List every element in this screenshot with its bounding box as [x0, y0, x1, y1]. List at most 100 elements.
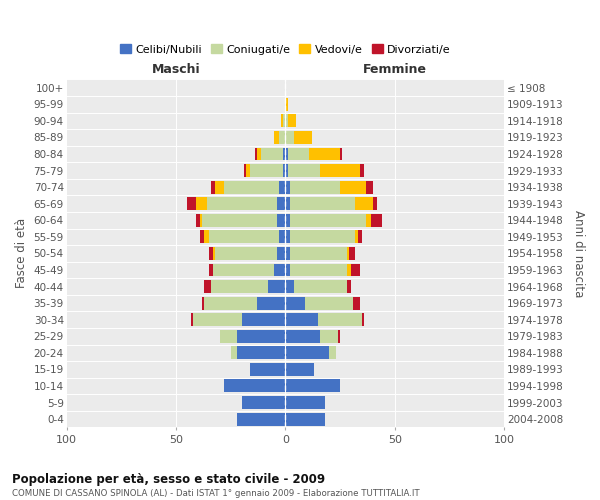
Bar [367, 180, 373, 194]
Bar [244, 164, 246, 177]
Bar [211, 180, 215, 194]
Bar [340, 180, 367, 194]
Bar [268, 280, 286, 293]
Bar [205, 296, 257, 310]
Bar [286, 296, 305, 310]
Bar [213, 264, 274, 276]
Bar [205, 230, 209, 243]
Bar [371, 214, 382, 227]
Bar [274, 131, 279, 144]
Bar [310, 148, 340, 160]
Bar [367, 214, 371, 227]
Bar [242, 313, 286, 326]
Bar [290, 214, 367, 227]
Bar [347, 280, 351, 293]
Bar [318, 313, 362, 326]
Bar [279, 131, 286, 144]
Bar [191, 313, 193, 326]
Bar [286, 380, 340, 392]
Bar [373, 198, 377, 210]
Bar [202, 296, 205, 310]
Bar [287, 164, 320, 177]
Bar [286, 114, 287, 128]
Bar [320, 330, 338, 342]
Bar [277, 247, 286, 260]
Bar [290, 230, 355, 243]
Bar [279, 180, 286, 194]
Bar [360, 164, 364, 177]
Bar [283, 164, 286, 177]
Bar [353, 296, 360, 310]
Bar [286, 247, 290, 260]
Bar [338, 330, 340, 342]
Bar [215, 247, 277, 260]
Bar [279, 230, 286, 243]
Bar [200, 214, 202, 227]
Bar [286, 363, 314, 376]
Bar [355, 198, 373, 210]
Bar [287, 148, 310, 160]
Bar [277, 214, 286, 227]
Bar [193, 313, 242, 326]
Bar [349, 247, 355, 260]
Bar [277, 198, 286, 210]
Bar [202, 214, 277, 227]
Bar [347, 247, 349, 260]
Legend: Celibi/Nubili, Coniugati/e, Vedovi/e, Divorziati/e: Celibi/Nubili, Coniugati/e, Vedovi/e, Di… [115, 40, 455, 59]
Bar [257, 148, 261, 160]
Bar [211, 280, 268, 293]
Bar [286, 148, 287, 160]
Bar [250, 164, 283, 177]
Bar [329, 346, 335, 360]
Bar [224, 380, 286, 392]
Bar [286, 164, 287, 177]
Bar [255, 148, 257, 160]
Bar [213, 247, 215, 260]
Bar [286, 313, 318, 326]
Bar [286, 264, 290, 276]
Bar [274, 264, 286, 276]
Bar [215, 180, 224, 194]
Bar [286, 230, 290, 243]
Bar [286, 280, 294, 293]
Bar [196, 214, 200, 227]
Bar [290, 264, 347, 276]
Bar [286, 330, 320, 342]
Bar [286, 98, 287, 111]
Bar [286, 346, 329, 360]
Bar [224, 180, 279, 194]
Bar [358, 230, 362, 243]
Y-axis label: Anni di nascita: Anni di nascita [572, 210, 585, 297]
Bar [347, 264, 351, 276]
Text: Femmine: Femmine [363, 63, 427, 76]
Bar [196, 198, 206, 210]
Bar [286, 412, 325, 426]
Bar [237, 412, 286, 426]
Bar [242, 396, 286, 409]
Bar [286, 180, 290, 194]
Bar [286, 198, 290, 210]
Bar [287, 114, 296, 128]
Bar [305, 296, 353, 310]
Bar [209, 230, 279, 243]
Bar [250, 363, 286, 376]
Bar [283, 148, 286, 160]
Bar [320, 164, 360, 177]
Bar [286, 214, 290, 227]
Bar [230, 346, 237, 360]
Bar [294, 131, 311, 144]
Bar [355, 230, 358, 243]
Bar [290, 247, 347, 260]
Bar [237, 330, 286, 342]
Bar [283, 114, 286, 128]
Bar [205, 280, 211, 293]
Bar [187, 198, 196, 210]
Bar [209, 264, 213, 276]
Bar [261, 148, 283, 160]
Bar [290, 198, 355, 210]
Bar [246, 164, 250, 177]
Bar [286, 396, 325, 409]
Text: COMUNE DI CASSANO SPINOLA (AL) - Dati ISTAT 1° gennaio 2009 - Elaborazione TUTTI: COMUNE DI CASSANO SPINOLA (AL) - Dati IS… [12, 489, 419, 498]
Bar [340, 148, 342, 160]
Bar [351, 264, 360, 276]
